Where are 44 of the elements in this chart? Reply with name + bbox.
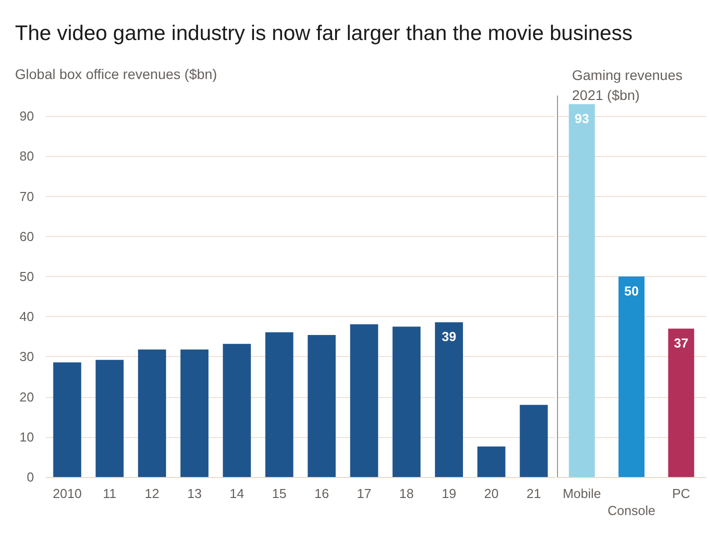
- y-tick-label: 0: [26, 470, 34, 484]
- y-tick-label: 90: [20, 108, 34, 124]
- x-tick-label: 21: [526, 486, 542, 501]
- y-tick-label: 80: [20, 148, 34, 164]
- data-label: 93: [574, 111, 590, 126]
- x-tick-label: 2010: [52, 486, 82, 501]
- bar: [520, 404, 548, 477]
- bar: [477, 446, 506, 477]
- bar: [392, 326, 421, 477]
- y-axis-title: Global box office revenues ($bn): [15, 66, 218, 82]
- x-tick-label: 18: [399, 486, 414, 501]
- y-axis-title: Gaming revenues 2021 ($bn): [572, 67, 686, 103]
- y-tick-label: 40: [20, 309, 34, 324]
- bar: [138, 349, 166, 477]
- y-tick-label: 10: [20, 429, 34, 444]
- y-tick-label: 30: [20, 349, 34, 364]
- x-tick-label: 12: [144, 486, 160, 501]
- x-tick-label: PC: [672, 486, 690, 501]
- bar: [350, 324, 378, 477]
- x-tick-label: 14: [230, 486, 244, 501]
- x-tick-label: 17: [356, 486, 372, 501]
- y-tick-label: 20: [20, 389, 34, 404]
- x-tick-label: Mobile: [562, 486, 601, 501]
- x-tick-label: 16: [314, 486, 329, 501]
- x-tick-label: 20: [484, 486, 499, 501]
- x-tick-label: 19: [442, 486, 456, 501]
- data-label: 39: [442, 329, 456, 344]
- x-tick-label: Console: [608, 503, 656, 518]
- x-tick-label: 13: [187, 486, 202, 501]
- y-tick-label: 60: [20, 228, 34, 244]
- bar: [308, 335, 336, 477]
- x-tick-label: 15: [272, 486, 287, 501]
- bar: [222, 344, 251, 477]
- chart-title: The video game industry is now far larger than the movie business: [15, 22, 632, 45]
- y-tick-label: 70: [20, 188, 34, 204]
- bar: [96, 360, 124, 477]
- bar: [434, 322, 463, 477]
- x-tick-label: 11: [102, 486, 116, 501]
- bar: [53, 362, 82, 477]
- bar: [265, 332, 294, 477]
- data-label: 50: [624, 284, 639, 298]
- bar: [180, 349, 208, 477]
- data-label: 37: [674, 336, 688, 351]
- y-tick-label: 50: [20, 269, 34, 284]
